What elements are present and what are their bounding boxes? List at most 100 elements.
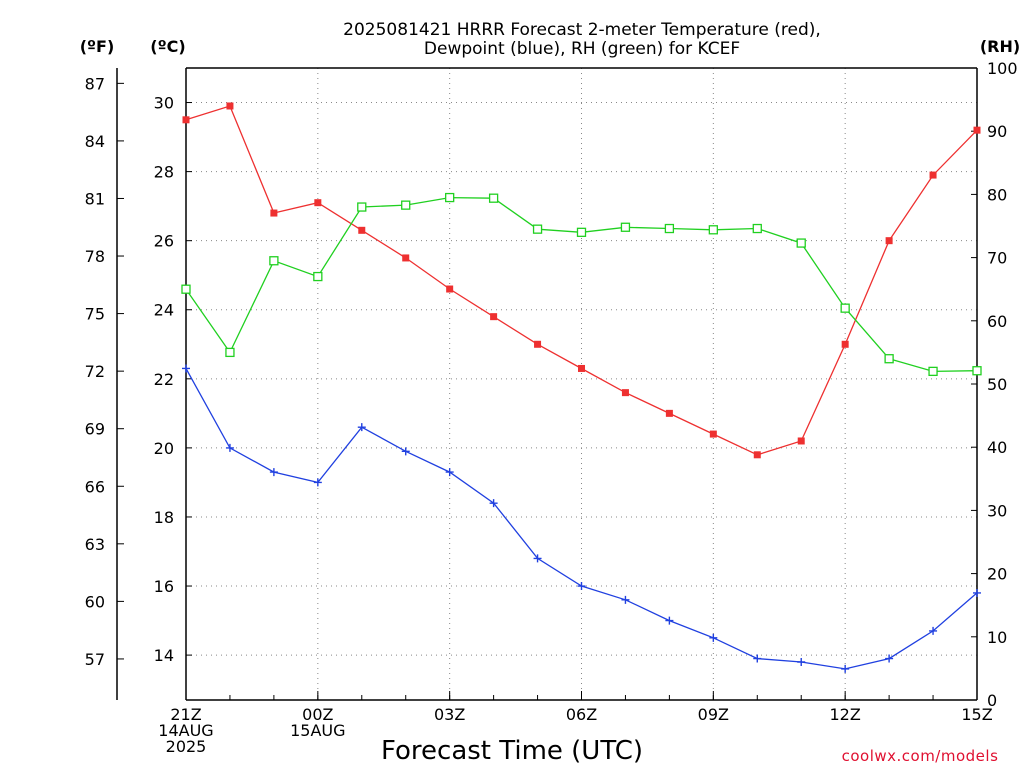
fahrenheit-tick-label: 69 — [85, 420, 105, 439]
rh-point — [708, 225, 718, 235]
dewpoint-point — [533, 554, 542, 563]
source-credit[interactable]: coolwx.com/models — [842, 747, 999, 765]
dewpoint-point — [182, 364, 190, 373]
temperature-point — [358, 226, 366, 234]
dewpoint-point — [709, 633, 718, 642]
rh-point — [840, 303, 850, 313]
rh-point — [532, 224, 543, 234]
temperature-point — [973, 126, 981, 134]
rh-tick-label: 50 — [987, 375, 1007, 394]
dewpoint-point — [577, 582, 586, 591]
temperature-point — [182, 116, 190, 124]
rh-tick-label: 10 — [987, 628, 1007, 647]
dewpoint-point — [313, 478, 322, 487]
time-tick-label: 2025 — [166, 737, 207, 756]
time-tick-label: 21Z — [170, 705, 201, 724]
temperature-point — [490, 313, 498, 321]
temperature-point — [402, 254, 410, 262]
temperature-point — [534, 340, 542, 348]
time-tick-label: 06Z — [566, 705, 597, 724]
temperature-point — [885, 237, 893, 245]
temperature-point — [270, 209, 278, 217]
celsius-axis: 14 16 18 20 22 24 26 28 30 — [154, 94, 192, 665]
rh-tick-label: 80 — [987, 185, 1007, 204]
rh-tick-label: 60 — [987, 312, 1007, 331]
temperature-point — [578, 364, 585, 372]
fahrenheit-tick-label: 81 — [85, 189, 105, 208]
celsius-tick-label: 22 — [154, 370, 174, 389]
fahrenheit-tick-label: 66 — [85, 477, 105, 496]
temperature-point — [665, 409, 673, 417]
time-tick-label: 09Z — [698, 705, 729, 724]
dewpoint-point — [621, 595, 630, 604]
temperature-point — [226, 102, 234, 110]
rh-point — [225, 347, 235, 358]
dewpoint-point — [269, 468, 278, 477]
dewpoint-point — [665, 616, 674, 625]
rh-axis: 0 10 20 30 40 50 60 70 80 90 100 — [971, 59, 1018, 710]
chart-title-line-1: 2025081421 HRRR Forecast 2-meter Tempera… — [343, 20, 821, 40]
dewpoint-point — [357, 423, 366, 432]
rh-point — [752, 223, 762, 234]
rh-point — [928, 366, 938, 377]
temperature-point — [797, 437, 805, 445]
rh-tick-label: 90 — [987, 122, 1007, 141]
temperature-point — [753, 451, 761, 459]
celsius-tick-label: 20 — [154, 439, 174, 458]
dewpoint-point — [489, 499, 498, 508]
temperature-point — [621, 389, 629, 397]
rh-point — [884, 354, 894, 364]
dewpoint-point — [401, 447, 410, 456]
chart-axes — [116, 67, 978, 701]
rh-tick-label: 70 — [987, 249, 1007, 268]
fahrenheit-tick-label: 87 — [85, 74, 105, 93]
fahrenheit-tick-label: 84 — [85, 132, 105, 151]
rh-point — [313, 271, 323, 282]
time-tick-label: 03Z — [434, 705, 465, 724]
chart-title-line-2: Dewpoint (blue), RH (green) for KCEF — [424, 39, 740, 59]
fahrenheit-tick-label: 78 — [85, 247, 105, 266]
rh-tick-label: 30 — [987, 501, 1007, 520]
series-rh — [181, 192, 982, 377]
temperature-point — [929, 171, 937, 179]
rh-point — [401, 200, 411, 210]
dewpoint-point — [973, 588, 981, 597]
fahrenheit-tick-label: 63 — [85, 535, 105, 554]
dewpoint-point — [445, 468, 454, 477]
temperature-point — [314, 199, 322, 207]
fahrenheit-tick-label: 72 — [85, 362, 105, 381]
fahrenheit-axis: 57 60 63 66 69 72 75 78 81 84 87 — [85, 74, 124, 669]
celsius-unit-label: (ºC) — [150, 37, 185, 56]
rh-unit-label: (RH) — [980, 37, 1020, 56]
dewpoint-point — [797, 658, 806, 667]
rh-tick-label: 0 — [987, 691, 997, 710]
rh-point — [445, 192, 455, 203]
fahrenheit-unit-label: (ºF) — [80, 37, 115, 56]
dewpoint-point — [929, 626, 938, 635]
rh-point — [357, 202, 367, 212]
time-tick-label: 00Z — [302, 705, 333, 724]
rh-tick-label: 40 — [987, 438, 1007, 457]
rh-point — [972, 366, 982, 376]
celsius-tick-label: 18 — [154, 508, 174, 527]
fahrenheit-tick-label: 57 — [85, 650, 105, 669]
rh-tick-label: 20 — [987, 565, 1007, 584]
fahrenheit-tick-label: 60 — [85, 592, 105, 611]
temperature-point — [709, 430, 717, 438]
dewpoint-point — [841, 664, 850, 673]
series-temperature — [182, 102, 981, 459]
fahrenheit-tick-label: 75 — [85, 305, 105, 324]
dewpoint-point — [225, 443, 234, 452]
time-tick-label: 12Z — [830, 705, 861, 724]
series-layer — [181, 102, 982, 673]
rh-point — [181, 284, 191, 294]
rh-point — [488, 193, 499, 203]
celsius-tick-label: 24 — [154, 301, 174, 320]
temperature-point — [841, 340, 849, 348]
celsius-tick-label: 30 — [154, 94, 174, 113]
celsius-tick-label: 28 — [154, 163, 174, 182]
time-tick-label: 15Z — [961, 705, 992, 724]
rh-point — [620, 222, 631, 232]
